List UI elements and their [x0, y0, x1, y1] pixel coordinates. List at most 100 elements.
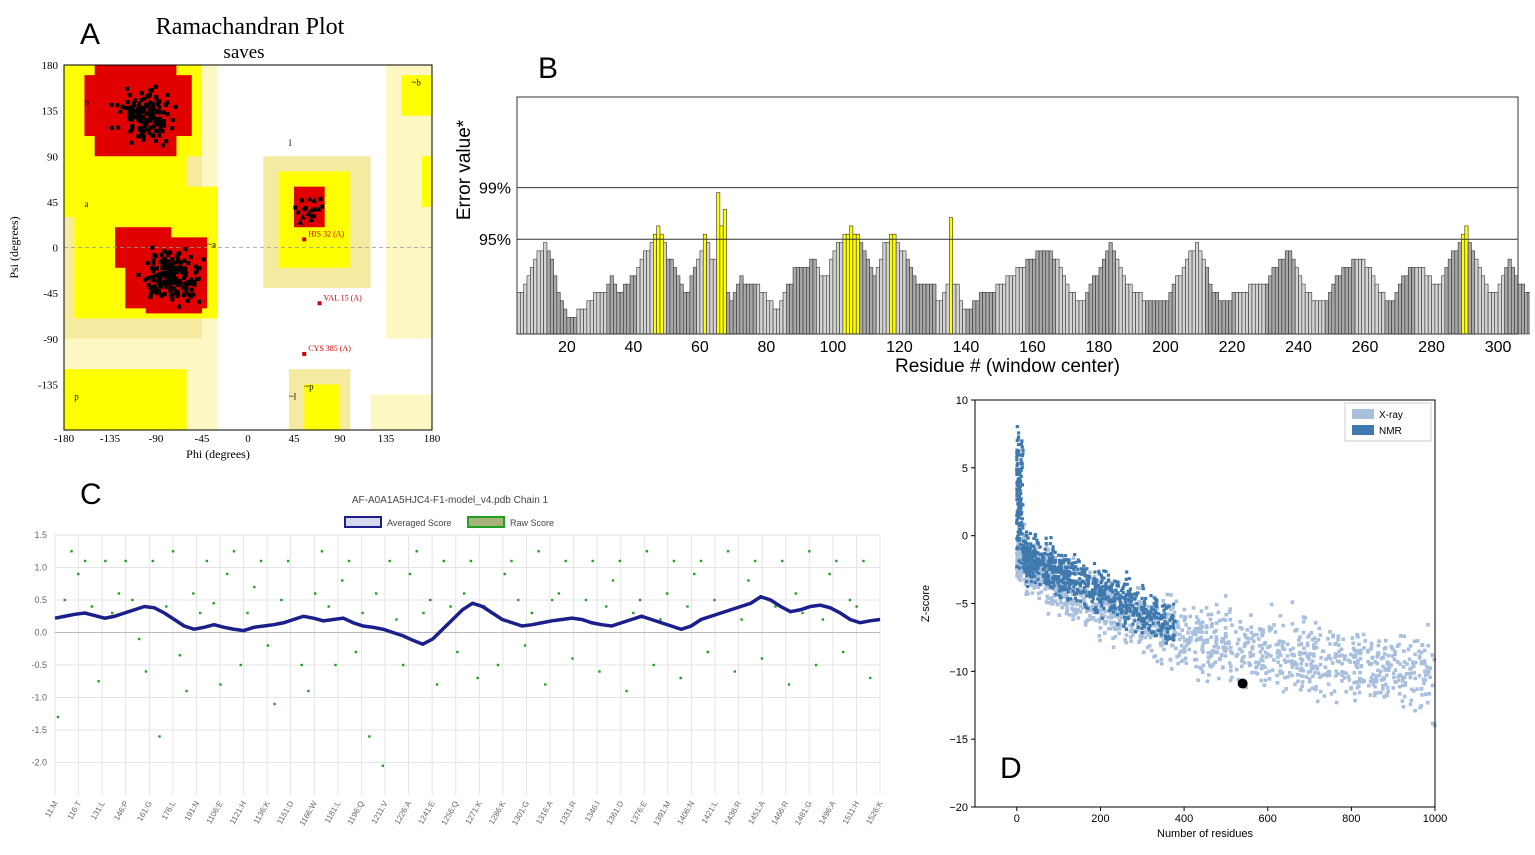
prosa-xray-point	[1162, 647, 1166, 652]
prosa-xray-point	[1366, 683, 1371, 688]
prosa-nmr-point	[1109, 589, 1113, 593]
prosa-nmr-point	[1063, 572, 1067, 576]
prosa-nmr-point	[1094, 606, 1098, 611]
prosa-xray-point	[1017, 569, 1021, 574]
prosa-nmr-point	[1122, 604, 1126, 608]
prosa-xray-point	[1327, 669, 1332, 674]
errat-bar	[1175, 275, 1180, 335]
prosa-xray-point	[1256, 637, 1261, 641]
prosa-nmr-point	[1136, 625, 1141, 629]
prosa-nmr-point	[1048, 585, 1052, 589]
rama-point	[153, 84, 158, 89]
prosa-nmr-point	[1159, 633, 1163, 637]
verify-raw-point	[361, 611, 364, 615]
prosa-xray-point	[1403, 680, 1408, 685]
prosa-xray-point	[1419, 650, 1424, 655]
prosa-xray-point	[1378, 669, 1383, 674]
errat-bar	[639, 258, 644, 335]
verify-raw-point	[462, 592, 466, 595]
rama-point	[182, 291, 187, 296]
verify-raw-point	[693, 572, 696, 576]
prosa-nmr-point	[1029, 563, 1034, 567]
errat-bar	[1421, 267, 1426, 335]
errat-bar	[1507, 258, 1512, 335]
rama-point	[177, 278, 182, 283]
verify-raw-point	[726, 550, 730, 553]
prosa-xray-point	[1215, 621, 1219, 625]
prosa-xray-point	[1112, 620, 1117, 625]
errat-bar	[732, 292, 737, 335]
prosa-xray-point	[1183, 656, 1188, 661]
prosa-nmr-point	[1166, 630, 1170, 635]
prosa-xray-point	[1377, 639, 1381, 643]
prosa-nmr-point	[1019, 561, 1023, 565]
prosa-nmr-point	[1127, 591, 1131, 595]
verify-raw-point	[151, 559, 154, 563]
errat-bar	[539, 250, 544, 335]
errat-chart: 99%95%20 40 60 80 100 120 140 160 180 200 220 240 26…	[454, 96, 1530, 377]
verify-y-tick: -1.0	[31, 693, 47, 703]
verify-raw-point	[124, 559, 127, 563]
prosa-xray-point	[1161, 599, 1165, 603]
prosa-xray-point	[1016, 543, 1020, 548]
prosa-xray-point	[1187, 639, 1192, 644]
prosa-xray-point	[1420, 693, 1424, 697]
prosa-xray-point	[1297, 638, 1301, 642]
prosa-nmr-point	[1015, 564, 1019, 569]
rama-point	[296, 210, 301, 215]
verify-raw-point	[347, 559, 351, 563]
prosa-xray-point	[1375, 653, 1380, 657]
prosa-xray-point	[1278, 653, 1283, 658]
errat-x-tick: 20	[558, 339, 576, 356]
verify-x-tick: 146:P	[112, 800, 130, 823]
verify-raw-point	[659, 618, 662, 621]
prosa-xray-point	[1403, 683, 1407, 687]
prosa-xray-point	[1263, 650, 1268, 655]
prosa-xray-point	[1181, 635, 1186, 639]
errat-bar	[1381, 292, 1386, 335]
prosa-xray-point	[1315, 699, 1320, 704]
prosa-nmr-point	[1016, 470, 1020, 474]
rama-point	[172, 260, 177, 265]
rama-point	[144, 121, 149, 126]
errat-bar	[1171, 283, 1176, 335]
prosa-xray-point	[1408, 702, 1413, 707]
prosa-nmr-point	[1046, 559, 1050, 564]
prosa-nmr-point	[1133, 606, 1137, 610]
errat-bar	[839, 242, 844, 335]
rama-point	[160, 265, 165, 270]
prosa-xray-point	[1352, 670, 1357, 675]
errat-bar	[988, 292, 993, 335]
rama-gly-point	[308, 212, 315, 218]
prosa-xray-point	[1375, 661, 1380, 666]
prosa-nmr-point	[1135, 591, 1140, 595]
prosa-nmr-point	[1021, 543, 1025, 547]
prosa-xray-point	[1368, 693, 1373, 697]
errat-bar	[1301, 283, 1306, 335]
prosa-xray-point	[1209, 653, 1214, 658]
prosa-xray-point	[1057, 613, 1062, 618]
prosa-xray-point	[1023, 582, 1028, 587]
prosa-nmr-point	[1033, 574, 1037, 578]
rama-point	[159, 273, 164, 278]
prosa-xray-point	[1402, 649, 1406, 653]
prosa-xray-point	[1298, 668, 1303, 672]
prosa-xray-point	[1193, 650, 1197, 655]
prosa-xray-point	[1181, 649, 1185, 653]
prosa-nmr-point	[1018, 516, 1022, 520]
prosa-xray-point	[1224, 646, 1228, 650]
verify-x-tick: 131:L	[89, 799, 107, 821]
prosa-nmr-point	[1143, 622, 1147, 626]
prosa-y-tick: −15	[949, 734, 968, 746]
rama-point	[148, 292, 153, 297]
prosa-xray-point	[1228, 668, 1233, 673]
rama-point	[157, 279, 162, 284]
prosa-nmr-point	[1018, 471, 1022, 475]
prosa-xray-point	[1101, 608, 1105, 612]
rama-point	[189, 287, 194, 292]
prosa-nmr-point	[1131, 622, 1135, 626]
prosa-nmr-point	[1131, 604, 1135, 608]
verify-raw-point	[253, 585, 256, 589]
errat-bar	[659, 233, 664, 335]
prosa-nmr-point	[1028, 571, 1032, 575]
